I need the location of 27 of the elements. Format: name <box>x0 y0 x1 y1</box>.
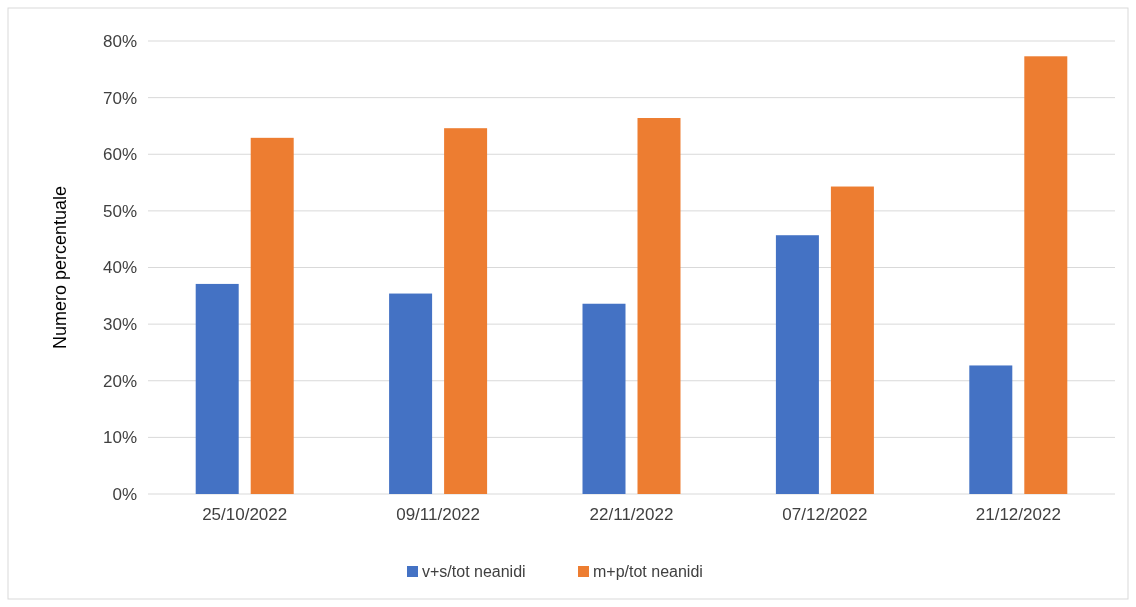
y-tick-label: 40% <box>102 258 137 278</box>
y-axis-title: Numero percentuale <box>50 185 70 350</box>
y-tick-label: 10% <box>102 428 137 448</box>
bar <box>830 186 874 494</box>
bar <box>444 128 488 494</box>
bar <box>195 283 239 494</box>
legend-label: m+p/tot neanidi <box>593 563 703 580</box>
x-tick-label: 07/12/2022 <box>782 505 868 525</box>
y-tick-label: 80% <box>102 31 137 51</box>
x-tick-label: 22/11/2022 <box>589 505 674 525</box>
y-tick-label: 70% <box>102 88 137 108</box>
x-tick-label: 09/11/2022 <box>396 505 481 525</box>
y-tick-label: 30% <box>102 315 137 335</box>
bar <box>1024 56 1068 494</box>
y-tick-label: 50% <box>102 201 137 221</box>
bar <box>582 303 626 494</box>
x-tick-label: 25/10/2022 <box>202 505 288 525</box>
bar <box>389 293 433 494</box>
bar <box>969 365 1013 494</box>
y-tick-label: 0% <box>112 484 137 504</box>
legend-label: v+s/tot neanidi <box>422 563 526 580</box>
y-tick-label: 20% <box>102 371 137 391</box>
bar <box>637 118 681 494</box>
y-tick-label: 60% <box>102 145 137 165</box>
x-tick-label: 21/12/2022 <box>975 505 1061 525</box>
bar <box>250 137 294 494</box>
bar <box>775 235 819 494</box>
